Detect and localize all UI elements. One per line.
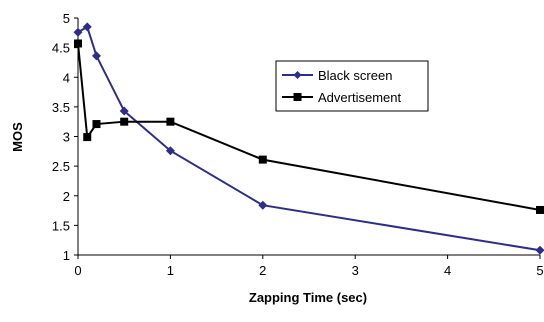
- series-line-black-screen: [77, 25, 541, 252]
- legend-label-advertisement: Advertisement: [318, 90, 401, 105]
- x-tick-label: 1: [167, 263, 174, 278]
- y-tick-label: 5: [63, 11, 70, 26]
- legend-box: [275, 60, 429, 112]
- data-point-black-screen: [535, 245, 544, 255]
- x-tick-label: 2: [259, 263, 266, 278]
- y-axis-label: MOS: [10, 122, 25, 152]
- data-point-black-screen: [119, 106, 129, 116]
- data-point-black-screen: [165, 146, 175, 156]
- legend-marker-black-screen: [293, 71, 302, 79]
- data-point-advertisement: [83, 133, 92, 142]
- y-tick-label: 4: [63, 70, 70, 85]
- x-tick-label: 0: [74, 263, 81, 278]
- y-tick-label: 2: [63, 189, 70, 204]
- x-tick-label: 3: [352, 263, 359, 278]
- data-point-black-screen: [82, 22, 92, 32]
- y-tick-label: 1: [63, 248, 70, 263]
- legend-marker-advertisement: [293, 93, 302, 101]
- x-tick-label: 5: [536, 263, 543, 278]
- y-tick-label: 3.5: [52, 100, 70, 115]
- data-point-advertisement: [120, 117, 129, 126]
- data-point-advertisement: [74, 39, 82, 48]
- data-point-black-screen: [91, 51, 101, 61]
- data-point-black-screen: [73, 27, 83, 37]
- x-axis-label: Zapping Time (sec): [249, 290, 367, 305]
- y-tick-label: 2.5: [52, 159, 70, 174]
- x-tick-label: 4: [444, 263, 451, 278]
- y-tick-group: 1 1.5 2 2.5 3 3.5 4 4.5 5: [52, 11, 78, 263]
- data-point-advertisement: [536, 205, 544, 214]
- data-point-advertisement: [166, 117, 175, 126]
- data-point-black-screen: [258, 200, 268, 210]
- data-point-advertisement: [258, 155, 267, 164]
- y-tick-label: 4.5: [52, 41, 70, 56]
- y-tick-label: 3: [63, 130, 70, 145]
- legend-label-black-screen: Black screen: [318, 68, 392, 83]
- y-tick-label: 1.5: [52, 218, 70, 233]
- data-point-advertisement: [92, 120, 101, 129]
- x-tick-group: 0 1 2 3 4 5: [74, 255, 544, 278]
- legend: Black screen Advertisement: [275, 60, 429, 112]
- series-group: [73, 22, 544, 255]
